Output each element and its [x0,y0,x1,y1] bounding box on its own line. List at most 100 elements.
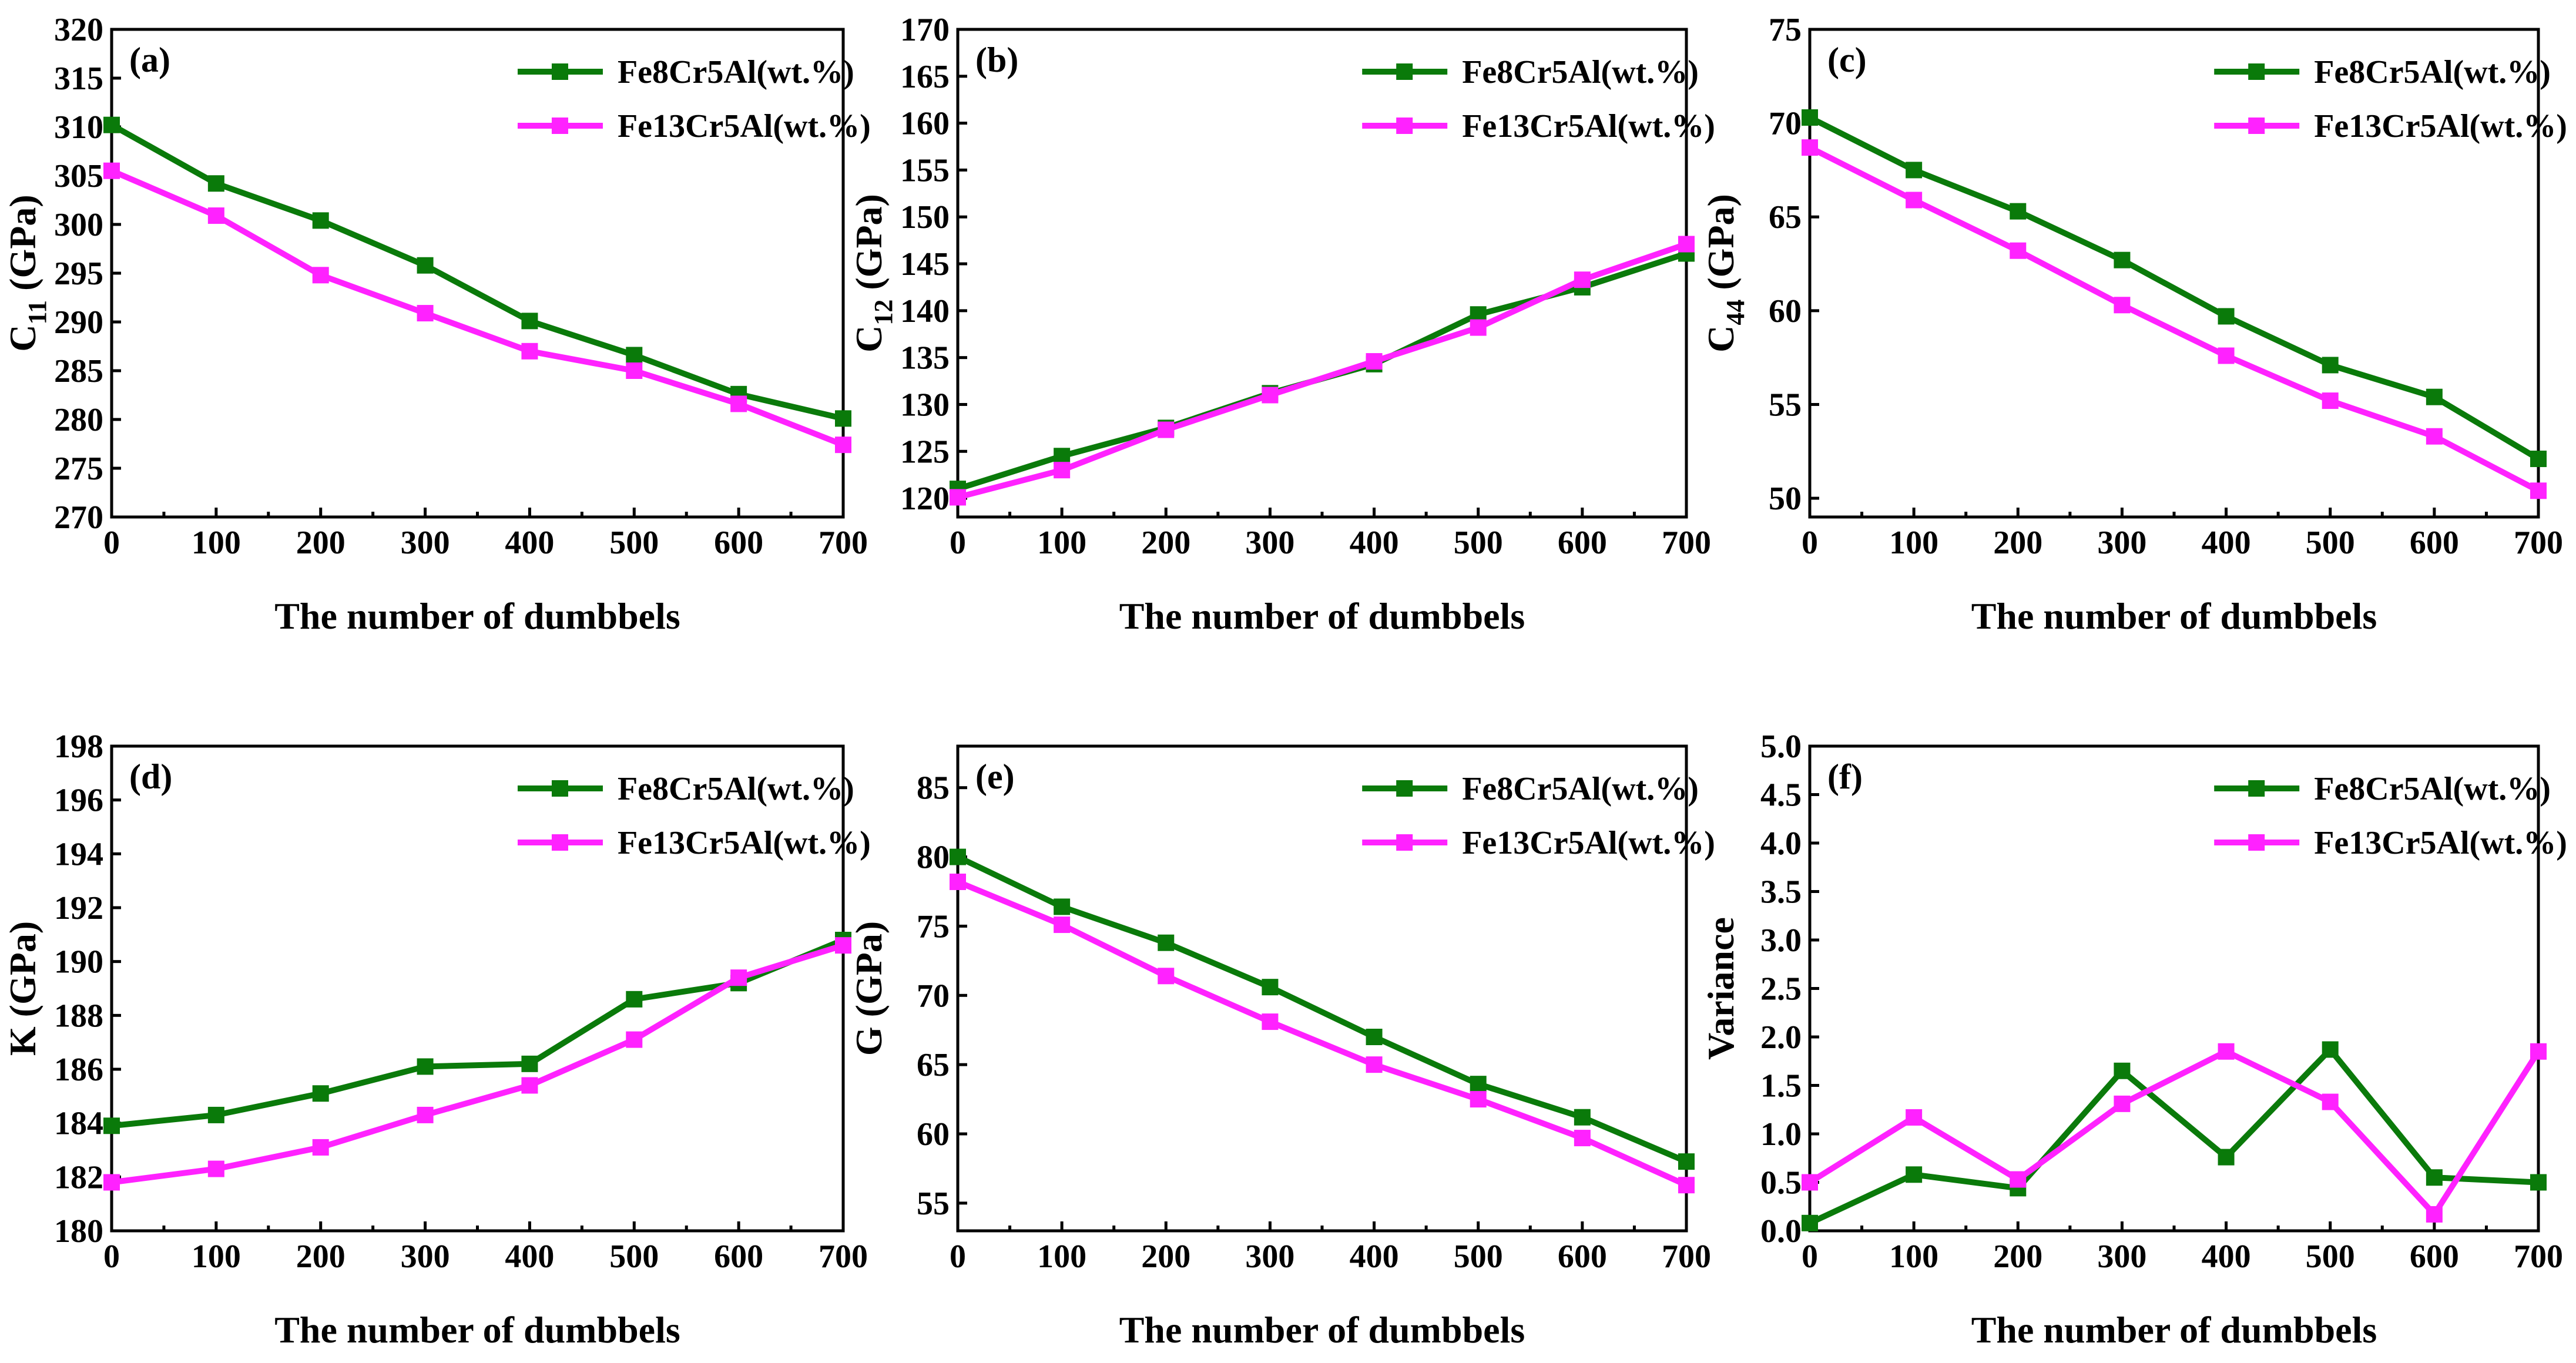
data-point [1906,1166,1923,1183]
y-axis-title-main: C [848,325,890,352]
data-point [2426,428,2443,445]
data-point [1366,353,1383,370]
y-tick-label: 300 [54,207,103,243]
chart-panel-f: 0 100 200 300 400 500 600 700 0.0 0.5 1.0 1.5 2.0 2.5… [1700,728,2567,1351]
x-tick-label: 100 [1037,1238,1086,1275]
y-axis-title: C12 (GPa) [848,194,898,352]
x-tick-label: 500 [2306,1238,2355,1275]
x-tick-label: 600 [714,525,763,561]
data-point [417,1106,434,1123]
legend-swatch-marker [551,780,568,797]
y-tick-label: 75 [917,908,950,945]
x-tick-label: 700 [819,525,868,561]
data-point [521,1077,538,1094]
y-tick-label: 55 [917,1186,950,1222]
y-tick-label: 180 [54,1213,103,1250]
legend-label: Fe8Cr5Al(wt.%) [618,771,854,807]
data-point [1906,192,1923,209]
data-point [2426,388,2443,405]
data-point [1470,1091,1487,1108]
y-tick-label: 60 [917,1116,950,1153]
y-tick-label: 70 [917,978,950,1014]
data-point [207,207,224,224]
x-tick-label: 200 [1141,1238,1190,1275]
data-point [1906,162,1923,179]
y-tick-label: 315 [54,61,103,97]
x-tick-label: 100 [1889,1238,1938,1275]
legend-swatch-marker [551,118,568,134]
panel-tag: (d) [129,757,172,796]
y-tick-label: 194 [54,836,103,872]
data-point [626,347,643,364]
series-line-0 [1808,115,2540,462]
y-tick-label: 155 [900,152,950,189]
panel-tag: (e) [975,757,1015,796]
x-tick-label: 100 [1037,525,1086,561]
legend-label: Fe8Cr5Al(wt.%) [2314,54,2551,90]
data-point [312,267,329,284]
data-point [626,1031,643,1048]
data-point [1802,1214,1818,1231]
y-axis-title-main: K [2,1026,43,1056]
x-tick-label: 200 [1993,525,2042,561]
data-point [2426,1169,2443,1186]
x-axis-title: The number of dumbbels [274,595,680,637]
data-point [2530,451,2547,468]
legend-label: Fe13Cr5Al(wt.%) [1462,108,1715,145]
series-line-0 [110,122,844,422]
y-tick-label: 65 [917,1047,950,1083]
y-axis-title: C11 (GPa) [2,194,52,351]
x-tick-label: 700 [2514,525,2563,561]
legend-swatch-marker [551,63,568,80]
y-tick-label: 125 [900,434,950,470]
y-tick-label: 196 [54,783,103,819]
y-tick-label: 320 [54,12,103,48]
data-point [1470,319,1487,336]
y-axis-title: K (GPa) [2,921,43,1056]
data-point [312,1085,329,1102]
series-line-0 [956,854,1688,1164]
y-tick-label: 184 [54,1106,103,1142]
legend-label: Fe13Cr5Al(wt.%) [2314,108,2567,145]
x-tick-label: 300 [2097,1238,2146,1275]
data-point [103,1117,120,1134]
x-tick-label: 400 [2202,1238,2251,1275]
data-point [1054,448,1071,465]
data-point [730,969,747,986]
y-tick-label: 270 [54,499,103,536]
series-line-0 [1808,1046,2539,1226]
data-point [417,305,434,322]
data-point [417,1058,434,1075]
data-point [835,437,851,454]
x-tick-label: 500 [2306,525,2355,561]
y-tick-label: 160 [900,106,950,142]
x-tick-label: 700 [819,1238,868,1275]
x-tick-label: 600 [2410,1238,2459,1275]
x-tick-label: 500 [609,1238,659,1275]
x-tick-label: 700 [1662,1238,1711,1275]
data-point [626,991,643,1008]
y-axis-title: Variance [1700,917,1742,1060]
x-tick-label: 100 [192,1238,241,1275]
legend-label: Fe13Cr5Al(wt.%) [2314,825,2567,861]
x-tick-label: 400 [1350,1238,1399,1275]
y-axis-title-subscript: 44 [1721,300,1750,325]
data-point [1054,916,1071,934]
series-line-1 [110,168,844,448]
chart-panel-b: 0 100 200 300 400 500 600 700 120 125 130 135 140 145… [848,12,1715,637]
data-point [1158,421,1175,438]
legend-label: Fe8Cr5Al(wt.%) [618,54,854,90]
data-point [312,212,329,229]
y-tick-label: 150 [900,199,950,236]
x-tick-label: 100 [1889,525,1938,561]
data-point [2114,1095,2131,1112]
data-point [730,395,747,412]
y-axis-title-unit: (GPa) [1700,194,1742,300]
x-tick-label: 300 [1245,525,1294,561]
x-tick-label: 0 [950,525,966,561]
data-point [835,410,851,427]
y-tick-label: 1.5 [1760,1068,1802,1104]
y-tick-label: 290 [54,304,103,341]
y-tick-label: 4.5 [1760,777,1802,814]
